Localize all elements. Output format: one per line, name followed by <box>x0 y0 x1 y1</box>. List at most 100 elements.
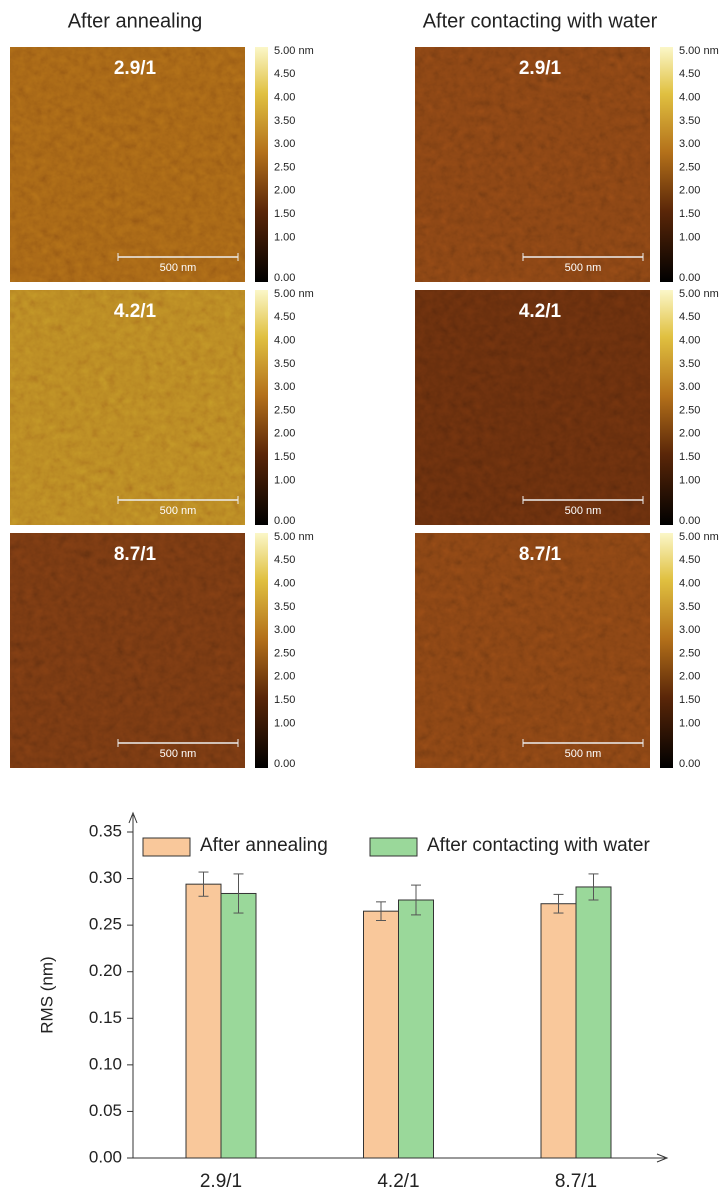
colorbar-label: 3.50 <box>679 115 700 127</box>
colorbar-label: 4.00 <box>679 578 700 590</box>
colorbar-label: 4.50 <box>274 554 295 566</box>
legend-swatch <box>369 837 418 857</box>
colorbar-label: 1.50 <box>274 694 295 706</box>
colorbar-label: 1.00 <box>274 474 295 486</box>
colorbar-label: 3.00 <box>679 381 700 393</box>
y-tick-label: 0.00 <box>89 1147 122 1166</box>
colorbar-label: 1.00 <box>679 717 700 729</box>
x-tick-label: 8.7/1 <box>555 1171 597 1192</box>
sample-label: 8.7/1 <box>114 544 157 565</box>
colorbar-label: 5.00 nm <box>274 45 314 57</box>
error-bar <box>411 884 421 916</box>
scale-bar-label: 500 nm <box>565 505 602 517</box>
y-tick-label: 0.30 <box>89 868 122 887</box>
colorbar-label: 1.00 <box>274 717 295 729</box>
colorbar-label: 3.00 <box>679 138 700 150</box>
colorbar-label: 2.50 <box>679 404 700 416</box>
bar <box>540 903 577 1159</box>
colorbar <box>660 533 673 768</box>
y-tick-label: 0.05 <box>89 1101 122 1120</box>
colorbar-label: 3.50 <box>274 601 295 613</box>
error-bar <box>553 893 564 914</box>
sample-label: 8.7/1 <box>519 544 562 565</box>
error-bar <box>233 873 244 914</box>
colorbar-label: 3.00 <box>274 381 295 393</box>
colorbar-label: 1.00 <box>274 231 295 243</box>
error-bar <box>588 873 599 901</box>
column-title: After annealing <box>68 10 203 32</box>
colorbar-label: 5.00 nm <box>274 531 314 543</box>
afm-texture <box>415 533 650 768</box>
colorbar-label: 0.00 <box>679 515 700 527</box>
colorbar-label: 1.00 <box>679 231 700 243</box>
y-tick-label: 0.15 <box>89 1008 122 1027</box>
colorbar-label: 0.00 <box>679 272 700 284</box>
y-axis-label: RMS (nm) <box>37 956 56 1033</box>
scale-bar-label: 500 nm <box>160 262 197 274</box>
colorbar <box>255 533 268 768</box>
colorbar-label: 0.00 <box>679 758 700 770</box>
colorbar-label: 4.00 <box>679 335 700 347</box>
colorbar-label: 5.00 nm <box>679 531 719 543</box>
colorbar-label: 2.50 <box>679 647 700 659</box>
afm-texture <box>10 533 245 768</box>
colorbar-label: 2.00 <box>679 428 700 440</box>
y-tick-label: 0.35 <box>89 821 122 840</box>
x-tick-label: 2.9/1 <box>200 1171 242 1192</box>
afm-texture <box>415 290 650 525</box>
legend-swatch <box>142 837 191 857</box>
colorbar-label: 5.00 nm <box>274 288 314 300</box>
y-tick-label: 0.25 <box>89 915 122 934</box>
colorbar-label: 4.00 <box>274 335 295 347</box>
colorbar <box>255 290 268 525</box>
colorbar-label: 3.50 <box>679 601 700 613</box>
colorbar-label: 3.50 <box>274 358 295 370</box>
legend-label: After annealing <box>200 835 328 856</box>
colorbar-label: 4.50 <box>274 68 295 80</box>
sample-label: 2.9/1 <box>519 58 562 79</box>
colorbar-label: 2.50 <box>679 161 700 173</box>
y-tick-label: 0.20 <box>89 961 122 980</box>
colorbar-label: 5.00 nm <box>679 288 719 300</box>
afm-texture <box>10 47 245 282</box>
colorbar <box>660 290 673 525</box>
colorbar-label: 4.00 <box>274 92 295 104</box>
bar <box>220 892 257 1159</box>
colorbar-label: 5.00 nm <box>679 45 719 57</box>
colorbar-label: 1.00 <box>679 474 700 486</box>
colorbar-label: 4.50 <box>679 554 700 566</box>
error-bar <box>376 901 386 921</box>
colorbar-label: 4.50 <box>274 311 295 323</box>
colorbar-label: 2.50 <box>274 404 295 416</box>
scale-bar-label: 500 nm <box>565 748 602 760</box>
colorbar-label: 4.00 <box>274 578 295 590</box>
colorbar-label: 3.00 <box>679 624 700 636</box>
column-title: After contacting with water <box>423 10 658 32</box>
colorbar-label: 2.00 <box>274 428 295 440</box>
y-axis-arrow <box>128 811 138 824</box>
colorbar-label: 3.00 <box>274 138 295 150</box>
bar <box>185 883 222 1159</box>
x-tick-label: 4.2/1 <box>377 1171 419 1192</box>
legend-label: After contacting with water <box>427 835 650 856</box>
bar <box>363 910 399 1159</box>
sample-label: 4.2/1 <box>114 301 157 322</box>
colorbar-label: 0.00 <box>274 758 295 770</box>
colorbar-label: 2.00 <box>274 185 295 197</box>
colorbar-label: 1.50 <box>679 694 700 706</box>
colorbar-label: 2.00 <box>679 185 700 197</box>
colorbar-label: 2.00 <box>679 671 700 683</box>
x-axis-arrow <box>656 1153 669 1163</box>
colorbar <box>255 47 268 282</box>
colorbar-label: 1.50 <box>274 451 295 463</box>
y-tick-label: 0.10 <box>89 1054 122 1073</box>
colorbar-label: 3.50 <box>679 358 700 370</box>
afm-texture <box>10 290 245 525</box>
scale-bar-label: 500 nm <box>565 262 602 274</box>
colorbar <box>660 47 673 282</box>
colorbar-label: 2.50 <box>274 161 295 173</box>
colorbar-label: 3.50 <box>274 115 295 127</box>
colorbar-label: 0.00 <box>274 515 295 527</box>
colorbar-label: 4.50 <box>679 68 700 80</box>
